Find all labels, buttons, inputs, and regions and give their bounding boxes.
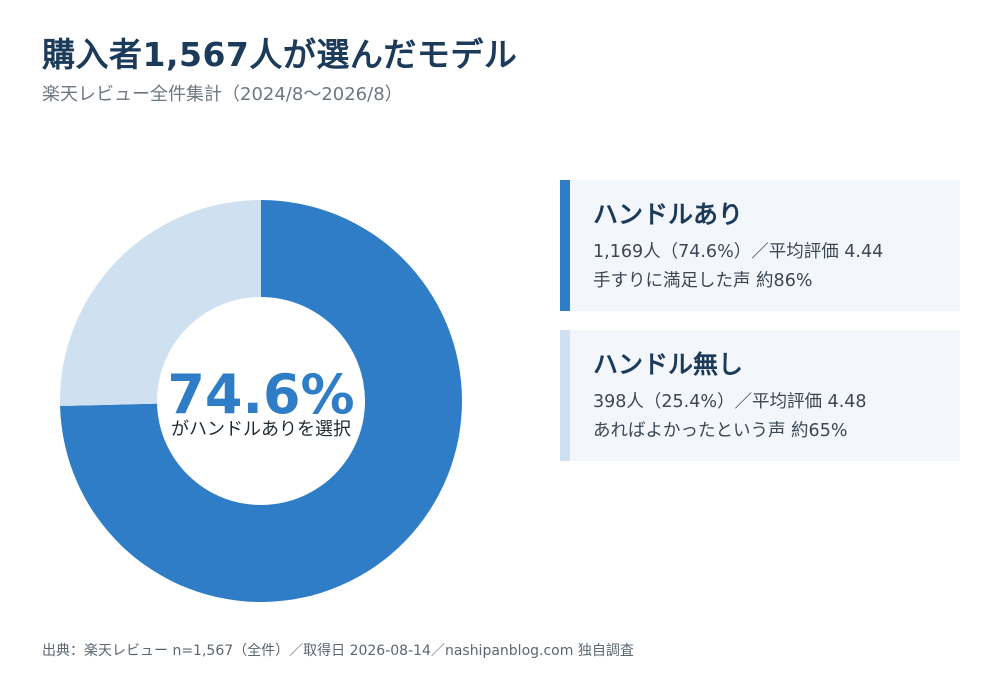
donut-slice-with-handle [60,200,462,602]
card-stats: 1,169人（74.6%）／平均評価 4.44 [593,242,884,262]
page-subtitle: 楽天レビュー全件集計（2024/8〜2026/8） [42,84,403,105]
donut-slice-without-handle [60,200,261,407]
card-accent-bar [560,330,570,461]
card-title: ハンドルあり [593,200,744,229]
card-accent-bar [560,180,570,311]
card-without-handle: ハンドル無し 398人（25.4%）／平均評価 4.48 あればよかったという声… [560,330,960,461]
card-stats: 398人（25.4%）／平均評価 4.48 [593,392,867,412]
card-note: 手すりに満足した声 約86% [593,271,813,291]
donut-chart [60,200,462,602]
card-title: ハンドル無し [593,350,744,379]
source-footer: 出典：楽天レビュー n=1,567（全件）／取得日 2026-08-14／nas… [42,643,634,659]
card-with-handle: ハンドルあり 1,169人（74.6%）／平均評価 4.44 手すりに満足した声… [560,180,960,311]
page-title: 購入者1,567人が選んだモデル [42,35,518,74]
card-note: あればよかったという声 約65% [593,421,848,441]
